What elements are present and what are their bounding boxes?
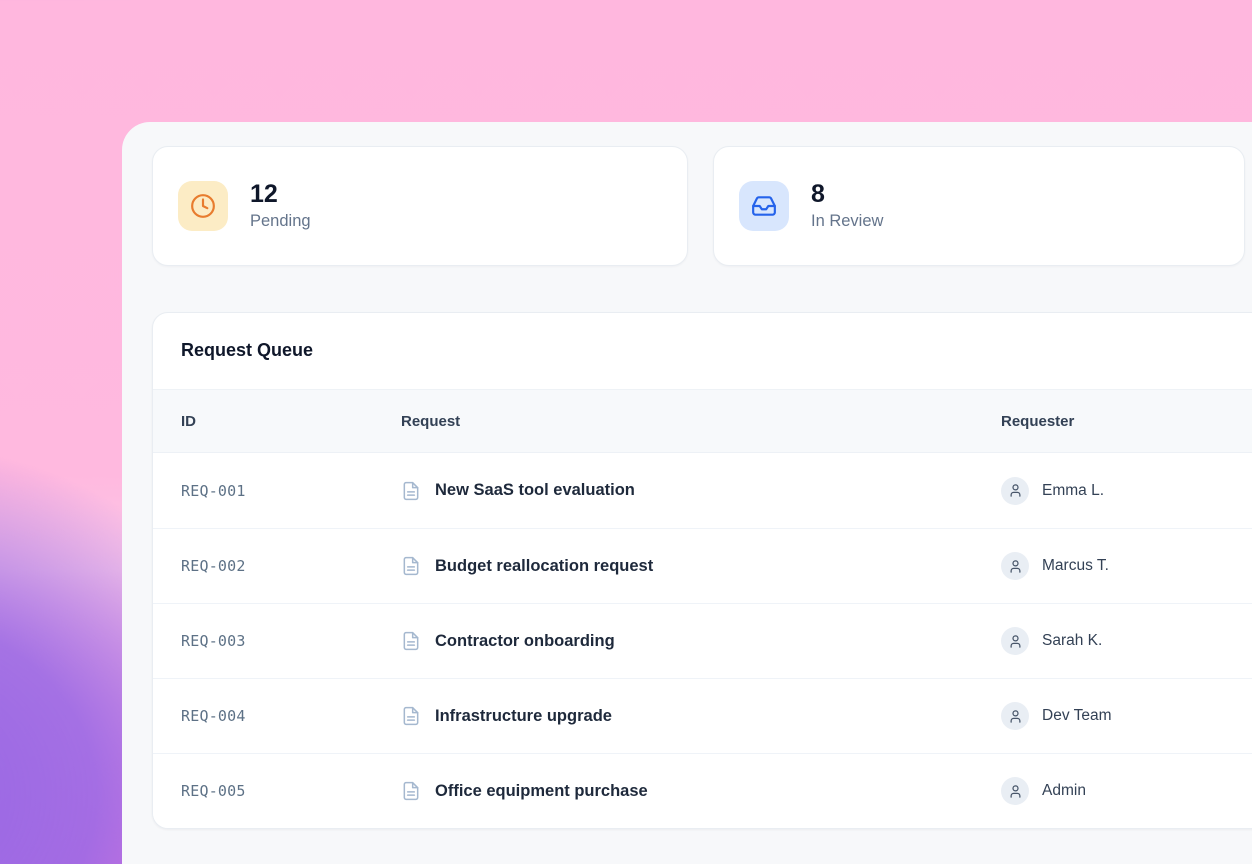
- main-panel: 12 Pending 8 In Review Request Queue ID …: [122, 122, 1252, 864]
- requester-name: Admin: [1042, 782, 1086, 799]
- user-icon: [1001, 552, 1029, 580]
- pending-count: 12: [250, 179, 278, 208]
- user-icon: [1001, 627, 1029, 655]
- stat-text: 8 In Review: [811, 179, 884, 232]
- user-icon: [1001, 777, 1029, 805]
- table-row[interactable]: REQ-001 New SaaS tool evaluation Emma L.: [153, 453, 1252, 528]
- table-row[interactable]: REQ-003 Contractor onboarding Sarah K.: [153, 603, 1252, 678]
- stats-row: 12 Pending 8 In Review: [152, 146, 1245, 266]
- request-title: Infrastructure upgrade: [435, 706, 612, 725]
- column-header-id: ID: [181, 412, 196, 430]
- request-id: REQ-001: [181, 481, 246, 500]
- inbox-icon: [739, 181, 789, 231]
- request-id: REQ-004: [181, 707, 246, 725]
- request-id: REQ-005: [181, 782, 246, 800]
- column-header-request: Request: [401, 412, 461, 430]
- table-row[interactable]: REQ-005 Office equipment purchase Admin: [153, 753, 1252, 828]
- table-row[interactable]: REQ-004 Infrastructure upgrade Dev Team: [153, 678, 1252, 753]
- file-text-icon: [401, 481, 421, 501]
- in-review-count: 8: [811, 179, 825, 208]
- request-title: Contractor onboarding: [435, 631, 615, 650]
- request-queue-card: Request Queue ID Request Requester REQ-0…: [152, 312, 1252, 829]
- user-icon: [1001, 476, 1029, 505]
- request-title: New SaaS tool evaluation: [435, 481, 635, 499]
- requester-name: Sarah K.: [1042, 632, 1103, 649]
- request-title: Budget reallocation request: [435, 556, 654, 575]
- file-text-icon: [401, 781, 421, 801]
- request-title: Office equipment purchase: [435, 781, 648, 800]
- file-text-icon: [401, 556, 421, 576]
- table-header-row: ID Request Requester: [153, 390, 1252, 453]
- page-title: Request Queue: [181, 340, 314, 360]
- card-header: Request Queue: [153, 313, 1252, 390]
- table-row[interactable]: REQ-002 Budget reallocation request Marc…: [153, 528, 1252, 603]
- request-id: REQ-002: [181, 557, 246, 575]
- stat-text: 12 Pending: [250, 179, 311, 232]
- pending-label: Pending: [250, 212, 311, 231]
- user-icon: [1001, 702, 1029, 730]
- column-header-requester: Requester: [1001, 412, 1075, 430]
- stat-card-in-review: 8 In Review: [713, 146, 1245, 266]
- file-text-icon: [401, 706, 421, 726]
- requester-name: Emma L.: [1042, 481, 1105, 499]
- file-text-icon: [401, 631, 421, 651]
- requester-name: Dev Team: [1042, 707, 1112, 724]
- request-id: REQ-003: [181, 632, 246, 650]
- in-review-label: In Review: [811, 212, 884, 231]
- requester-name: Marcus T.: [1042, 557, 1109, 574]
- stat-card-pending: 12 Pending: [152, 146, 688, 266]
- clock-icon: [178, 181, 228, 231]
